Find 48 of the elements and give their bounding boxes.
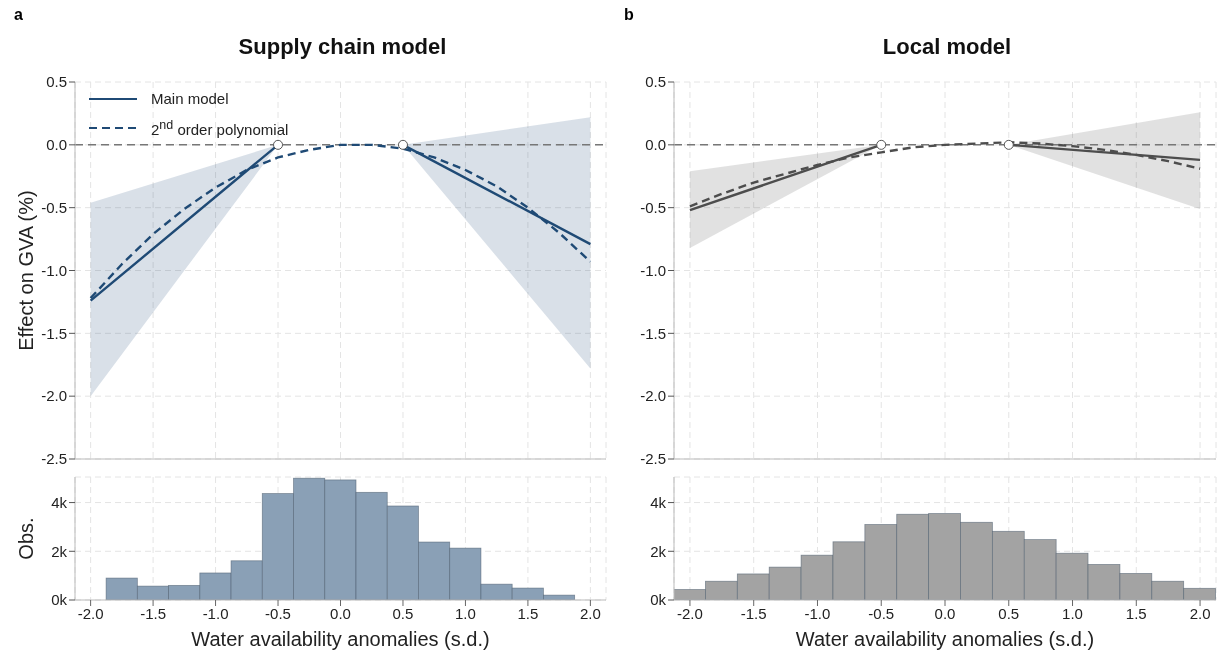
x-tick-label: 0.0	[934, 604, 956, 622]
y-tick-label: 0.0	[46, 136, 67, 154]
x-tick-label: -1.5	[740, 604, 767, 622]
x-tick-label: 2.0	[1189, 604, 1211, 622]
y-tick-label: -2.5	[640, 450, 666, 468]
y-tick-label: -0.5	[640, 198, 666, 216]
y-tick-label: 2k	[650, 542, 667, 560]
y-tick-label: 4k	[650, 493, 667, 511]
y-tick-label: 0.0	[645, 136, 666, 154]
x-axis-title: Water availability anomalies (s.d.)	[191, 628, 490, 650]
x-tick-label: -1.0	[804, 604, 831, 622]
text: a	[14, 6, 23, 24]
x-tick-label: 2.0	[579, 604, 601, 622]
legend-label: Main model	[151, 89, 229, 109]
x-tick-label: 1.5	[517, 604, 539, 622]
y-tick-label: -2.5	[41, 450, 67, 468]
x-tick-label: 0.0	[330, 604, 351, 622]
x-tick-label: 1.0	[455, 604, 476, 622]
x-tick-label: 1.0	[1062, 604, 1083, 622]
y-tick-label: -1.5	[41, 324, 67, 342]
y-tick-label: -0.5	[41, 198, 67, 216]
x-tick-label: 0.5	[998, 604, 1020, 622]
y-tick-label: -1.0	[640, 261, 666, 279]
y-axis-title: Effect on GVA (%)	[15, 190, 38, 351]
x-tick-label: -1.5	[140, 604, 167, 622]
x-axis-title: Water availability anomalies (s.d.)	[795, 628, 1095, 650]
y-tick-label: -1.0	[41, 261, 67, 279]
x-tick-label: -2.0	[677, 604, 703, 622]
x-tick-label: -1.0	[202, 604, 229, 622]
y-tick-label: -2.0	[41, 387, 67, 405]
x-tick-label: 0.5	[392, 604, 414, 622]
text: b	[624, 6, 634, 24]
chart-title: Local model	[881, 33, 1013, 61]
y-tick-label: 4k	[51, 493, 68, 511]
y-tick-label: -1.5	[640, 324, 666, 342]
x-tick-label: -2.0	[77, 604, 104, 622]
y-tick-label: 0.5	[46, 73, 67, 91]
x-tick-label: -0.5	[868, 604, 895, 622]
legend-label: 2$^{nd}$ order polynomial	[151, 117, 289, 140]
x-tick-label: 1.5	[1125, 604, 1147, 622]
y-axis-title: Obs.	[15, 517, 38, 560]
y-tick-label: -2.0	[640, 387, 666, 405]
y-tick-label: 0.5	[645, 73, 666, 91]
chart-title: Supply chain model	[237, 33, 448, 61]
y-tick-label: 0k	[650, 591, 667, 609]
x-tick-label: -0.5	[265, 604, 291, 622]
y-tick-label: 2k	[51, 542, 68, 560]
y-tick-label: 0k	[51, 591, 68, 609]
